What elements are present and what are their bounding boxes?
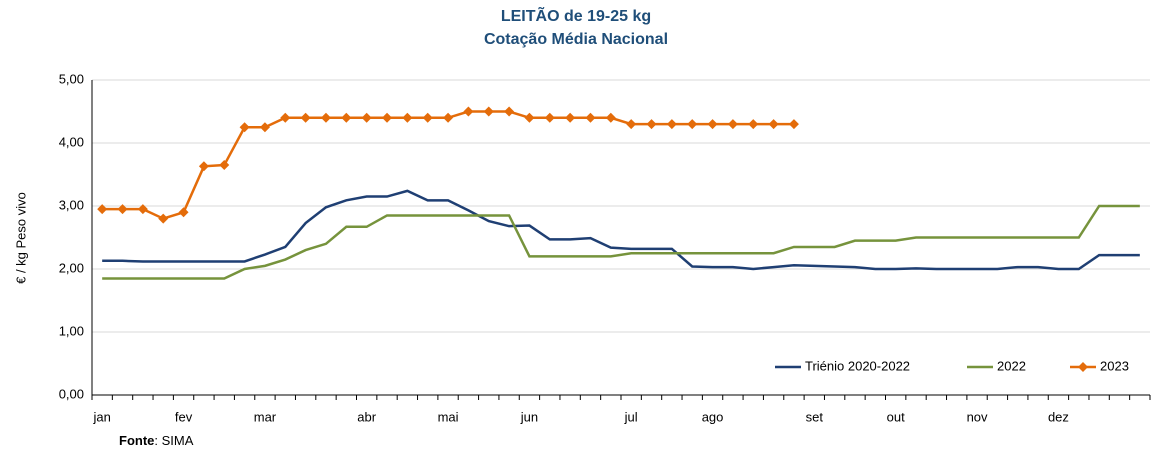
y-axis-label: € / kg Peso vivo <box>13 192 28 284</box>
marker <box>178 207 189 218</box>
marker <box>259 122 270 133</box>
marker <box>687 119 698 130</box>
marker <box>402 112 413 123</box>
marker <box>544 112 555 123</box>
y-tick-label: 1,00 <box>59 323 84 338</box>
marker <box>361 112 372 123</box>
marker <box>97 204 108 215</box>
marker <box>727 119 738 130</box>
source-text: : SIMA <box>154 433 193 448</box>
x-tick-label: ago <box>702 409 724 424</box>
y-tick-label: 5,00 <box>59 71 84 86</box>
marker <box>463 106 474 117</box>
series-line <box>102 204 1140 280</box>
x-tick-label: abr <box>357 409 376 424</box>
x-tick-label: mar <box>254 409 277 424</box>
marker <box>524 112 535 123</box>
marker <box>565 112 576 123</box>
x-tick-label: set <box>806 409 824 424</box>
legend-label: 2023 <box>1100 358 1129 373</box>
legend-marker <box>1078 362 1088 372</box>
x-tick-label: jul <box>624 409 638 424</box>
marker <box>280 112 291 123</box>
marker <box>219 160 230 171</box>
marker <box>626 119 637 130</box>
series-line <box>102 189 1140 271</box>
marker <box>646 119 657 130</box>
marker <box>320 112 331 123</box>
y-tick-label: 4,00 <box>59 134 84 149</box>
x-tick-label: fev <box>175 409 193 424</box>
x-tick-label: out <box>887 409 905 424</box>
chart-subtitle: Cotação Média Nacional <box>484 31 668 48</box>
marker <box>585 112 596 123</box>
y-tick-label: 0,00 <box>59 386 84 401</box>
marker <box>707 119 718 130</box>
x-tick-label: dez <box>1048 409 1069 424</box>
marker <box>768 119 779 130</box>
marker <box>483 106 494 117</box>
marker <box>198 161 209 172</box>
marker <box>605 112 616 123</box>
source: Fonte: SIMA <box>119 433 194 448</box>
legend-label: Triénio 2020-2022 <box>805 358 910 373</box>
source-label: Fonte <box>119 433 154 448</box>
marker <box>422 112 433 123</box>
marker <box>748 119 759 130</box>
marker <box>117 204 128 215</box>
marker <box>504 106 515 117</box>
marker <box>666 119 677 130</box>
marker <box>382 112 393 123</box>
marker <box>341 112 352 123</box>
legend-label: 2022 <box>997 358 1026 373</box>
y-tick-label: 3,00 <box>59 197 84 212</box>
x-tick-label: jan <box>92 409 110 424</box>
marker <box>788 119 799 130</box>
x-tick-label: mai <box>438 409 459 424</box>
marker <box>239 122 250 133</box>
marker <box>300 112 311 123</box>
x-tick-label: jun <box>520 409 538 424</box>
marker <box>137 204 148 215</box>
marker <box>158 213 169 224</box>
x-tick-label: nov <box>967 409 988 424</box>
chart-title: LEITÃO de 19-25 kg <box>501 5 651 25</box>
marker <box>443 112 454 123</box>
y-tick-label: 2,00 <box>59 260 84 275</box>
